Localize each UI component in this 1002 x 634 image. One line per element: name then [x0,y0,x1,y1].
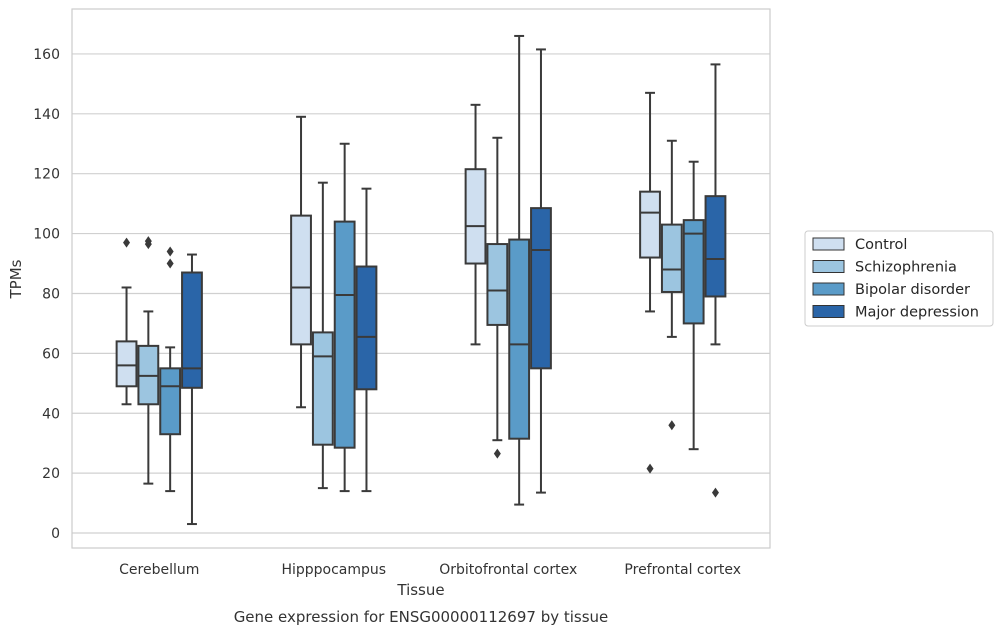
y-tick-label: 120 [33,167,60,183]
chart-caption: Gene expression for ENSG00000112697 by t… [234,608,609,626]
box-body [333,220,356,449]
x-tick-label: Cerebellum [119,562,199,578]
box-bipolar-disorder [682,160,705,451]
box-bipolar-disorder [333,142,356,493]
legend-swatch [812,282,845,296]
legend-label: Control [855,237,907,253]
y-tick-labels: 0 20 40 60 80 100 120 140 160 [33,47,60,542]
legend-swatch [812,237,845,251]
outlier-marker [711,487,719,498]
x-tick-label: Prefrontal cortex [624,562,741,578]
outlier-marker [166,258,174,269]
box-body [115,340,138,388]
box-body [311,331,334,446]
y-tick-label: 100 [33,227,60,243]
outlier-marker [123,237,131,248]
box-major-depression [355,187,378,493]
x-tick-labels: Cerebellum Hipppocampus Orbitofrontal cort… [119,562,741,578]
y-tick-label: 160 [33,47,60,63]
box-control [115,237,138,406]
box-body [508,238,531,440]
box-bipolar-disorder [508,34,531,506]
outlier-marker [166,246,174,257]
y-tick-label: 80 [42,286,60,302]
box-schizophrenia [137,236,160,485]
box-body [355,265,378,391]
y-tick-label: 60 [42,346,60,362]
box-major-depression [181,253,203,526]
box-body [181,271,203,389]
outlier-marker [646,463,654,474]
y-tick-label: 0 [51,526,60,542]
outlier-marker [668,420,676,431]
box-control [464,103,487,346]
box-control [290,115,312,409]
legend-label: Bipolar disorder [855,282,970,298]
box-body [464,168,487,265]
y-axis-title: TPMs [7,259,25,299]
box-body [290,214,312,346]
box-schizophrenia [486,136,509,459]
box-schizophrenia [660,139,683,431]
legend-frame [804,230,994,327]
legend: Control Schizophrenia Bipolar disorder Majo… [804,230,994,327]
box-major-depression [530,48,552,494]
box-body [704,195,727,298]
box-body [639,190,661,259]
box-bipolar-disorder [159,246,182,493]
legend-label: Major depression [855,305,979,321]
x-tick-label: Hipppocampus [281,562,386,578]
x-tick-label: Orbitofrontal cortex [439,562,577,578]
legend-swatch [812,305,845,318]
box-body [486,243,509,326]
box-series [115,34,727,526]
plot-frame [71,8,771,549]
box-body [660,223,683,293]
y-tick-label: 140 [33,107,60,123]
x-axis-title: Tissue [396,581,444,599]
gridlines [72,53,770,534]
outlier-marker [493,448,501,459]
box-control [639,91,661,474]
box-body [530,207,552,370]
box-schizophrenia [311,181,334,490]
box-major-depression [704,63,727,498]
box-body [159,367,182,436]
y-tick-label: 40 [42,406,60,422]
box-body [682,219,705,325]
y-tick-label: 20 [42,466,60,482]
legend-swatch [812,260,845,273]
legend-label: Schizophrenia [855,260,957,276]
outlier-marker [144,236,152,247]
